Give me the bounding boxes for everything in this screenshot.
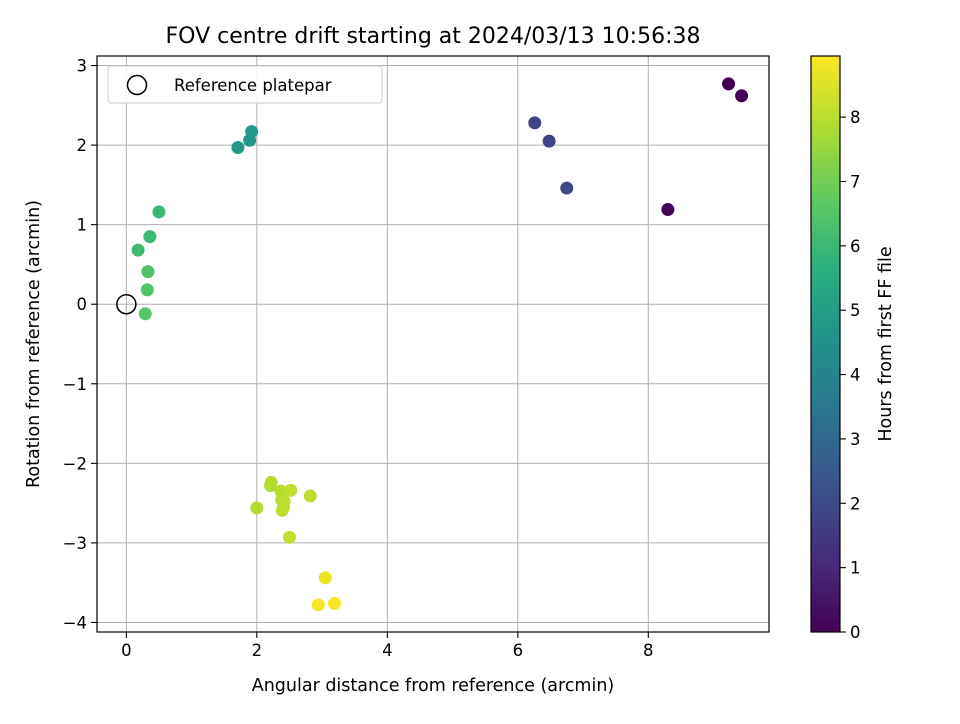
reference-platepar-marker [116,293,137,315]
y-tick-label: −4 [63,613,87,632]
x-tick-label: 4 [382,641,393,660]
y-tick-label: 0 [77,295,88,314]
colorbar-tick-label: 0 [850,623,861,642]
colorbar-ticks: 0 1 2 3 4 5 6 7 8 [840,108,861,642]
y-tick-label: −1 [63,375,87,394]
scatter-point [138,307,152,321]
scatter-point [303,489,317,503]
scatter-point [264,475,278,489]
colorbar-tick-label: 8 [850,108,861,127]
scatter-point [661,203,675,217]
legend-entry-reference: Reference platepar [174,76,332,95]
scatter-point [528,116,542,130]
scatter-point [250,501,264,515]
legend-reference-marker-icon [126,74,148,96]
grid [97,56,769,632]
scatter-point [722,77,736,91]
chart-title: FOV centre drift starting at 2024/03/13 … [166,24,701,49]
scatter-point [282,530,296,544]
colorbar-label: Hours from first FF file [876,246,896,441]
scatter-point [542,134,556,148]
colorbar-gradient [810,55,841,633]
legend: Reference platepar [107,65,383,104]
scatter-point [277,500,291,514]
x-tick-label: 6 [513,641,524,660]
scatter-point [560,181,574,195]
colorbar-tick-label: 5 [850,301,861,320]
x-ticks: 0 2 4 6 8 [121,632,654,660]
scatter-point [284,483,298,497]
colorbar-tick-label: 3 [850,430,861,449]
colorbar-tick-label: 1 [850,559,861,578]
scatter-point [143,230,157,244]
x-tick-label: 8 [643,641,654,660]
y-tick-label: 3 [77,57,88,76]
reference-marker-layer [116,293,137,315]
x-tick-label: 2 [252,641,263,660]
scatter-point [140,283,154,297]
scatter-point [327,596,341,610]
colorbar-tick-label: 7 [850,172,861,191]
colorbar-tick-label: 4 [850,366,861,385]
scatter-point [318,571,332,585]
y-axis-label: Rotation from reference (arcmin) [24,200,44,488]
scatter-point [141,265,155,279]
legend-box [107,65,383,104]
scatter-point [735,89,749,103]
y-tick-label: 2 [77,136,88,155]
scatter-point [131,243,145,257]
y-ticks: −4 −3 −2 −1 0 1 2 3 [63,57,97,632]
plot-area: 0 2 4 6 8 −4 −3 −2 −1 0 1 2 3 [63,55,770,660]
colorbar-tick-label: 6 [850,237,861,256]
x-axis-label: Angular distance from reference (arcmin) [252,676,615,696]
y-tick-label: −3 [63,534,87,553]
plot-frame [96,55,770,633]
y-tick-label: −2 [63,454,87,473]
colorbar-tick-label: 2 [850,494,861,513]
colorbar: 0 1 2 3 4 5 6 7 8 Hours from first FF file [810,55,896,642]
scatter-point [311,598,325,612]
scatter-point [243,133,257,147]
x-tick-label: 0 [121,641,132,660]
data-points [131,77,749,612]
scatter-point [231,140,245,154]
scatter-point [152,205,166,219]
y-tick-label: 1 [77,216,88,235]
